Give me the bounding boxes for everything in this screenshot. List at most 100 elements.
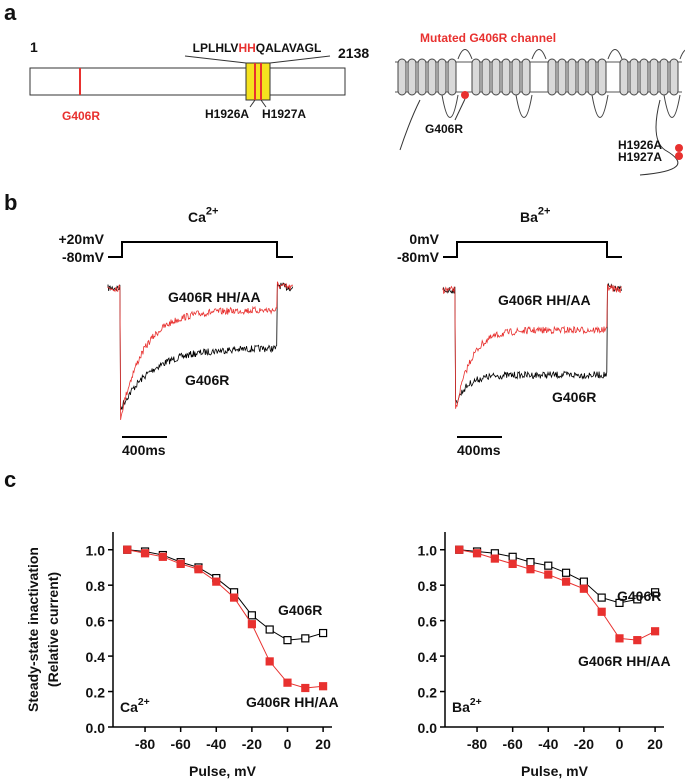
data-point [508,552,517,561]
x-tick-label: -40 [206,736,226,752]
segment [521,58,531,96]
x-axis-title: Pulse, mV [189,763,257,779]
channel-diagram [395,49,685,176]
channel-mutation-label: G406R [425,122,463,136]
current-trace [442,284,622,409]
trace-label: G406R HH/AA [168,289,261,305]
panel-label: c [4,467,16,492]
sequence-highlight: HH [238,41,255,55]
hh-region [245,62,271,101]
segment [471,58,481,96]
voltage-protocol [108,241,293,258]
start-residue: 1 [30,39,38,55]
series-label: G406R HH/AA [246,694,339,710]
segment [659,58,669,96]
segment [639,58,649,96]
charge: 2+ [470,697,482,708]
segment [619,58,629,96]
current-trace [107,282,294,411]
y-axis-title: Steady-state inactivation [25,547,41,712]
x-tick-label: -80 [467,736,487,752]
segment [491,58,501,96]
site-dot [675,152,683,160]
data-point [176,559,185,569]
segment [407,58,417,96]
charge: 2+ [538,205,551,217]
y-tick-label: 0.2 [86,685,106,701]
loop [515,94,533,118]
data-point [283,678,292,687]
data-point [123,545,132,554]
y-axis-title: (Relative current) [45,572,61,687]
series-line [127,549,324,689]
data-point [633,636,642,645]
data-point [526,558,535,567]
sequence-right: QALAVAGL [256,41,322,55]
channel-site-label: H1927A [618,150,662,164]
segment [511,58,521,96]
series-label: G406R [278,602,322,618]
data-point [597,607,606,616]
data-point [579,584,588,593]
panel-label: a [4,0,17,25]
x-tick-label: 0 [616,736,624,752]
ion-title: Ba2+ [520,205,551,225]
channel-site-label: H1926A [618,138,662,152]
ion-label: Ca2+ [120,697,150,715]
scale-label: 400ms [457,442,501,458]
segment [397,58,407,96]
holding-voltage: -80mV [397,249,440,265]
segment [567,58,577,96]
y-tick-label: 0.4 [86,649,106,665]
loop [531,49,547,60]
data-point [526,565,535,574]
data-point [318,682,328,691]
data-point [650,627,660,636]
x-tick-label: -20 [242,736,262,752]
current-trace [107,281,294,420]
ion: Ca [188,209,206,225]
site-label: H1927A [262,107,306,121]
panel-label: b [4,190,17,215]
x-tick-label: 0 [284,736,292,752]
y-tick-label: 0.8 [418,578,438,594]
current-trace [442,282,622,404]
data-point [283,636,292,645]
trace-label: G406R [552,389,596,405]
segment [557,58,567,96]
y-tick-label: 1.0 [86,543,106,559]
ion: Ba [520,209,538,225]
sequence-left: LPLHLV [193,41,239,55]
x-tick-label: -20 [574,736,594,752]
x-tick-label: -40 [538,736,558,752]
x-tick-label: -60 [171,736,191,752]
loop [679,49,685,60]
segment [437,58,447,96]
protein-bar [29,67,346,96]
data-point [247,611,256,620]
data-point [301,634,310,643]
channel-title: Mutated G406R channel [420,31,556,45]
data-point [455,545,464,554]
segment [577,58,587,96]
segment [447,58,457,96]
data-point [615,634,624,643]
ion: Ba [452,699,470,715]
data-point [561,568,571,577]
segment [587,58,597,96]
segment [629,58,639,96]
site-label: H1926A [205,107,249,121]
ion-title: Ca2+ [188,205,219,225]
data-point [158,552,167,561]
x-axis-title: Pulse, mV [521,763,589,779]
data-point [140,549,150,558]
loop [591,94,609,118]
loop [663,94,681,118]
data-point [212,577,221,586]
loop [607,49,623,60]
data-point [544,570,553,579]
y-tick-label: 0.6 [86,614,106,630]
end-residue: 2138 [338,45,369,61]
x-tick-label: -60 [503,736,523,752]
site-dot [675,144,683,152]
